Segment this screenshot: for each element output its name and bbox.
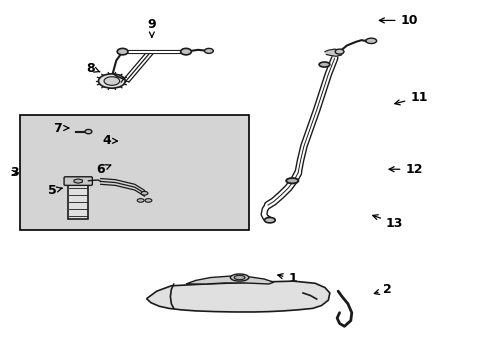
Text: 2: 2 [373, 283, 391, 296]
Text: 9: 9 [147, 18, 156, 37]
Ellipse shape [234, 275, 244, 280]
Ellipse shape [285, 178, 298, 183]
Ellipse shape [334, 49, 343, 54]
Text: 4: 4 [102, 134, 117, 147]
Ellipse shape [117, 48, 128, 55]
Ellipse shape [204, 48, 213, 53]
Ellipse shape [137, 199, 144, 202]
Polygon shape [325, 49, 342, 56]
Ellipse shape [104, 77, 120, 85]
Text: 8: 8 [86, 62, 100, 75]
Ellipse shape [145, 199, 152, 202]
Text: 10: 10 [379, 14, 417, 27]
Ellipse shape [85, 130, 92, 134]
Text: 5: 5 [47, 184, 62, 197]
Text: 11: 11 [394, 91, 427, 105]
Ellipse shape [98, 74, 125, 88]
Bar [20, 116, 249, 230]
Text: 7: 7 [53, 122, 69, 135]
Text: 13: 13 [372, 215, 403, 230]
Ellipse shape [319, 62, 329, 67]
Ellipse shape [141, 192, 148, 195]
FancyBboxPatch shape [64, 177, 92, 185]
Polygon shape [74, 179, 82, 183]
Ellipse shape [365, 38, 376, 44]
Polygon shape [185, 276, 273, 284]
Text: 6: 6 [96, 163, 110, 176]
Text: 3: 3 [10, 166, 19, 179]
Ellipse shape [180, 48, 191, 55]
Ellipse shape [230, 274, 248, 281]
Text: 12: 12 [388, 163, 422, 176]
FancyBboxPatch shape [68, 184, 88, 220]
Polygon shape [147, 281, 329, 312]
Ellipse shape [264, 217, 275, 223]
Text: 1: 1 [277, 272, 297, 285]
